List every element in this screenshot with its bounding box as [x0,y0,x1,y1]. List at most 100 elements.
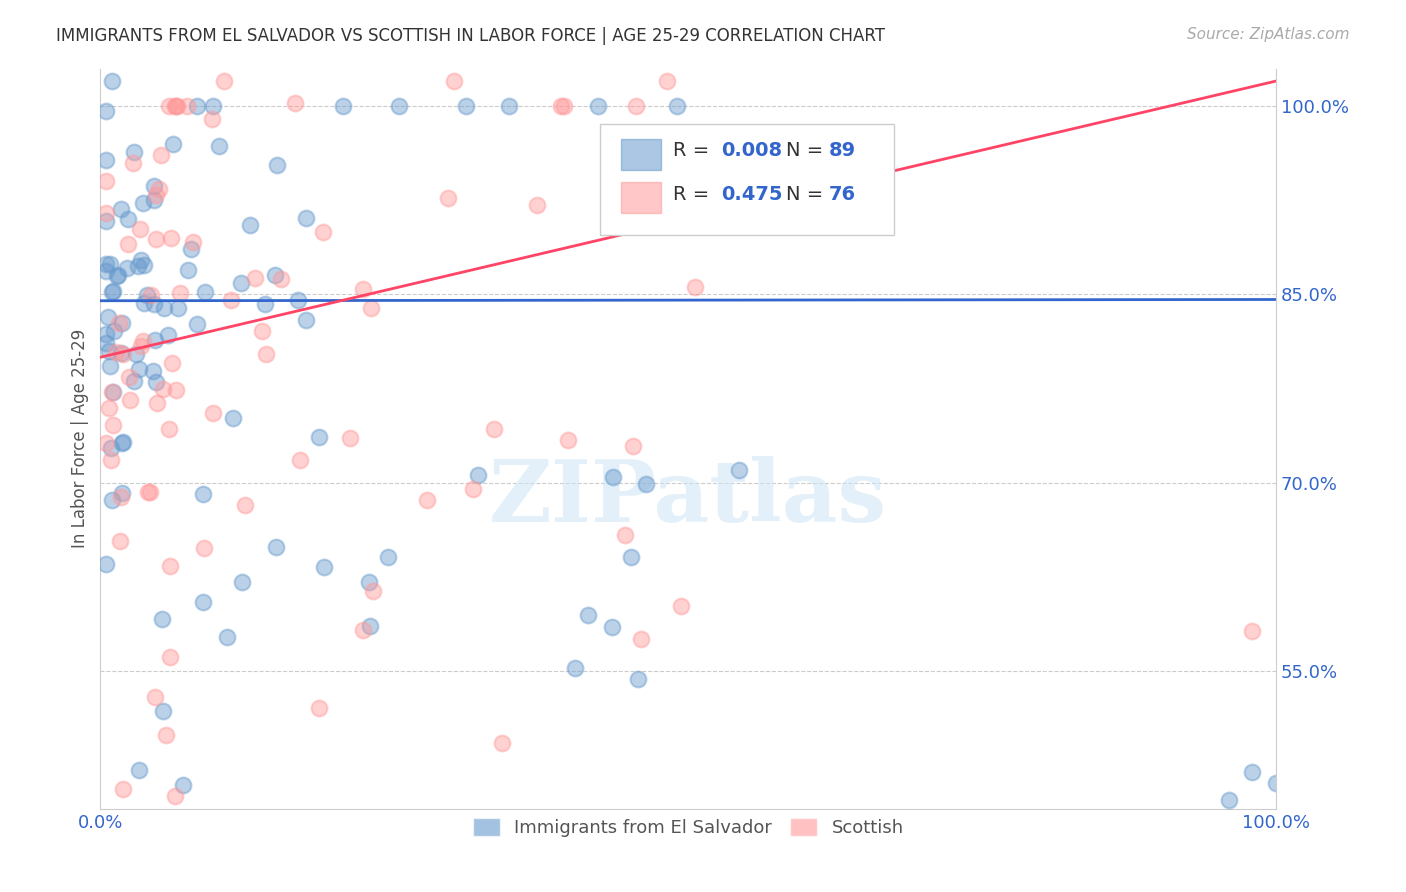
Point [115,260,138,275]
Point [142,179,165,194]
Point [1241,765,1264,780]
Point [294,313,316,327]
Point [624,99,647,113]
Point [437,191,460,205]
Point [602,620,624,634]
Point [105,345,128,359]
Point [143,690,166,705]
Point [103,324,125,338]
Point [222,411,245,425]
Point [245,271,267,285]
Point [165,789,187,804]
Point [357,574,380,589]
Point [111,436,134,450]
Point [157,422,180,436]
Point [100,441,122,455]
Point [1241,624,1264,638]
Point [96,104,118,119]
Point [96,326,118,341]
Point [388,99,411,113]
Point [290,453,312,467]
Point [101,385,124,400]
Point [128,362,150,376]
Point [163,99,186,113]
Point [576,607,599,622]
Text: Source: ZipAtlas.com: Source: ZipAtlas.com [1187,27,1350,42]
Point [111,347,134,361]
Point [665,99,688,113]
Point [250,324,273,338]
Text: N =: N = [786,185,830,204]
Point [415,493,437,508]
Point [124,374,146,388]
Point [491,736,513,750]
Point [312,225,335,239]
Point [359,619,381,633]
Point [377,549,399,564]
Point [166,301,188,315]
Point [157,328,180,343]
Point [122,156,145,170]
Point [110,346,132,360]
Point [96,557,118,571]
Point [295,211,318,226]
Point [145,396,167,410]
Point [145,375,167,389]
Point [97,310,120,324]
Point [217,631,239,645]
Point [132,296,155,310]
Point [152,705,174,719]
Point [96,436,118,450]
Y-axis label: In Labor Force | Age 25-29: In Labor Force | Age 25-29 [72,329,89,549]
Point [101,285,124,299]
Point [162,136,184,151]
Text: 0.475: 0.475 [721,185,783,204]
Point [461,483,484,497]
Point [172,778,194,792]
Point [143,333,166,347]
Point [105,268,128,283]
Point [339,431,361,445]
Point [117,212,139,227]
Point [683,280,706,294]
Point [122,145,145,160]
Point [219,293,242,308]
Point [284,96,307,111]
Point [264,540,287,554]
Point [332,99,354,113]
Point [186,99,208,113]
Point [166,99,188,113]
Point [669,599,692,614]
Point [657,74,679,88]
Point [100,453,122,467]
Point [183,235,205,249]
Point [352,624,374,638]
Point [96,214,118,228]
Point [125,347,148,361]
Point [191,595,214,609]
Point [101,385,124,400]
Point [202,406,225,420]
Point [553,99,575,113]
Point [118,370,141,384]
FancyBboxPatch shape [600,124,894,235]
Point [103,284,125,298]
Point [96,153,118,167]
Text: N =: N = [786,141,830,161]
Point [254,297,277,311]
Point [287,293,309,308]
Point [132,196,155,211]
Point [150,612,173,626]
Text: 89: 89 [830,141,856,161]
Point [212,74,235,88]
Point [630,632,652,647]
Point [360,301,382,315]
Point [145,187,167,202]
Point [254,347,277,361]
Point [96,257,118,271]
Point [602,470,624,484]
Point [550,99,572,113]
Point [108,534,131,549]
Point [231,277,253,291]
Point [153,301,176,316]
